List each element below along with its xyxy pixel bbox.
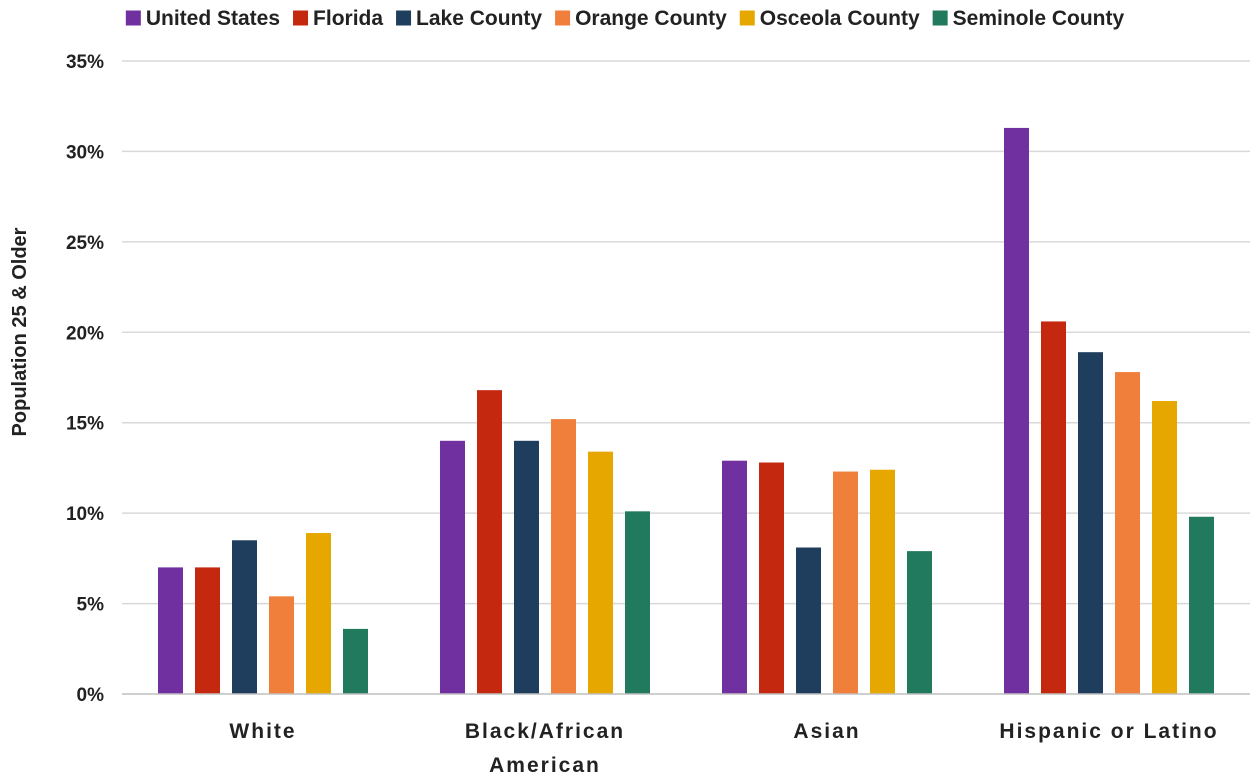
category-label: Black/African	[465, 720, 625, 743]
legend-swatch	[125, 10, 141, 26]
category-label: American	[489, 754, 601, 777]
bar-united-states	[722, 460, 747, 694]
y-tick-label: 35%	[66, 52, 104, 73]
bar-seminole-county	[907, 551, 932, 694]
bar-orange-county	[1115, 372, 1140, 694]
bar-lake-county	[232, 540, 257, 694]
bars	[158, 127, 1214, 695]
bar-orange-county	[551, 419, 576, 694]
bar-united-states	[1004, 127, 1029, 695]
y-tick-label: 0%	[77, 685, 105, 706]
y-axis-label: Population 25 & Older	[9, 227, 31, 436]
bar-united-states	[440, 440, 465, 694]
legend-label: United States	[146, 7, 280, 30]
bar-seminole-county	[343, 628, 368, 694]
bar-osceola-county	[306, 533, 331, 694]
category-label: Hispanic or Latino	[999, 720, 1218, 743]
bar-osceola-county	[588, 451, 613, 694]
bar-osceola-county	[1152, 401, 1177, 694]
y-tick-label: 30%	[66, 142, 104, 163]
gridlines	[122, 60, 1250, 605]
bar-orange-county	[269, 596, 294, 694]
bar-lake-county	[1078, 352, 1103, 694]
legend-swatch	[932, 10, 948, 26]
legend-swatch	[555, 10, 571, 26]
legend-label: Orange County	[575, 7, 727, 30]
bar-florida	[477, 390, 502, 694]
legend-label: Osceola County	[760, 7, 920, 30]
legend-swatch	[293, 10, 309, 26]
bar-lake-county	[514, 440, 539, 694]
y-tick-label: 20%	[66, 323, 104, 344]
legend-swatch	[739, 10, 755, 26]
legend-label: Lake County	[416, 7, 542, 30]
y-axis-ticks: 0% 5% 10% 15% 20% 25% 30% 35%	[66, 52, 104, 706]
y-tick-label: 25%	[66, 233, 104, 254]
bar-seminole-county	[625, 511, 650, 694]
bar-florida	[759, 462, 784, 694]
y-tick-label: 10%	[66, 504, 104, 525]
category-label: Asian	[793, 720, 860, 743]
chart-legend: United States Florida Lake County Orange Co…	[125, 7, 1125, 30]
category-labels: White Black/African American Asian Hispanic …	[229, 720, 1218, 777]
legend-label: Seminole County	[953, 7, 1125, 30]
legend-swatch	[396, 10, 412, 26]
bar-seminole-county	[1189, 516, 1214, 694]
category-label: White	[229, 720, 296, 743]
bar-orange-county	[833, 471, 858, 694]
y-tick-label: 5%	[77, 595, 105, 616]
bar-florida	[195, 567, 220, 694]
bar-florida	[1041, 321, 1066, 694]
bar-united-states	[158, 567, 183, 694]
legend-label: Florida	[313, 7, 383, 30]
bar-lake-county	[796, 547, 821, 694]
bar-osceola-county	[870, 469, 895, 694]
y-tick-label: 15%	[66, 414, 104, 435]
